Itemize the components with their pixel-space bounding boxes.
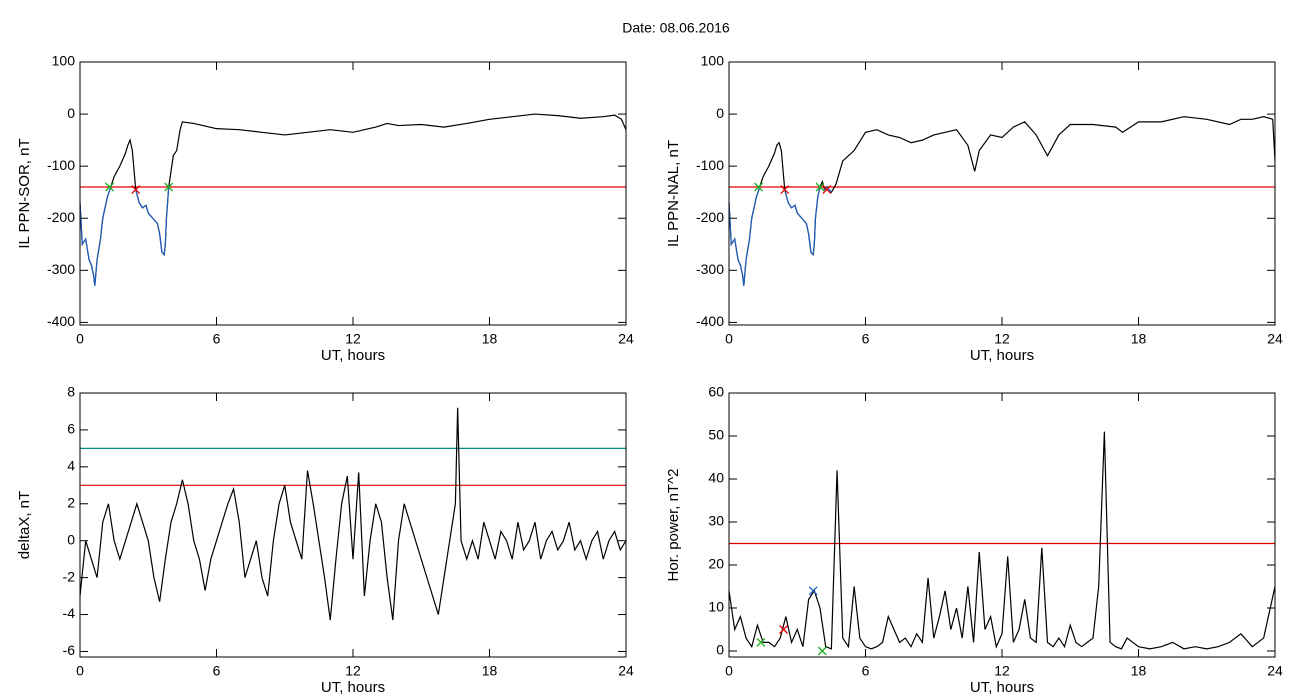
y-axis-label: deltaX, nT: [16, 491, 33, 559]
x-tick-label: 18: [482, 663, 498, 679]
plot-frame: [79, 61, 627, 326]
x-tick-label: 18: [482, 331, 498, 347]
y-axis-label: IL PPN-SOR, nT: [16, 138, 33, 248]
data-line: [728, 186, 832, 287]
x-axis-label: UT, hours: [970, 679, 1034, 696]
x-tick-label: 12: [994, 331, 1010, 347]
marker: [164, 182, 174, 192]
y-tick-label: -4: [63, 605, 76, 621]
data-line: [79, 186, 170, 287]
x-axis-label: UT, hours: [321, 679, 385, 696]
marker: [815, 182, 825, 192]
x-tick-label: 6: [213, 663, 221, 679]
y-tick-label: -400: [696, 313, 724, 329]
x-tick-label: 0: [725, 331, 733, 347]
data-line: [728, 431, 1276, 650]
y-tick-label: 6: [67, 421, 75, 437]
x-tick-label: 0: [725, 663, 733, 679]
y-axis-label: Hor. power, nT^2: [665, 469, 682, 582]
x-tick-label: 24: [1267, 663, 1283, 679]
y-tick-label: 4: [67, 458, 75, 474]
y-tick-label: 2: [67, 494, 75, 510]
x-axis-label: UT, hours: [321, 347, 385, 364]
data-line: [79, 113, 627, 287]
marker: [780, 185, 790, 195]
y-tick-label: 30: [708, 513, 724, 529]
marker: [756, 637, 766, 647]
x-tick-label: 6: [862, 331, 870, 347]
figure-title: Date: 08.06.2016: [622, 20, 730, 36]
y-tick-label: -300: [47, 261, 75, 277]
y-tick-label: 8: [67, 384, 75, 400]
data-line: [728, 116, 1276, 287]
marker: [779, 625, 789, 634]
x-tick-label: 24: [618, 663, 634, 679]
y-tick-label: 0: [716, 642, 724, 658]
x-tick-label: 12: [345, 331, 361, 347]
plot-frame: [728, 61, 1276, 326]
y-tick-label: -100: [47, 157, 75, 173]
y-tick-label: 10: [708, 599, 724, 615]
marker: [754, 182, 764, 192]
x-axis-label: UT, hours: [970, 347, 1034, 364]
y-tick-label: 0: [67, 531, 75, 547]
y-tick-label: 100: [701, 53, 725, 69]
y-axis-label: IL PPN-NAL, nT: [665, 140, 682, 247]
y-tick-label: 40: [708, 470, 724, 486]
x-tick-label: 0: [76, 663, 84, 679]
x-tick-label: 24: [618, 331, 634, 347]
marker: [822, 185, 832, 195]
y-tick-label: -200: [47, 209, 75, 225]
marker: [817, 646, 827, 656]
x-tick-label: 6: [213, 331, 221, 347]
data-line: [79, 407, 627, 621]
marker: [131, 185, 141, 195]
y-tick-label: -300: [696, 261, 724, 277]
x-tick-label: 0: [76, 331, 84, 347]
x-tick-label: 18: [1131, 331, 1147, 347]
x-tick-label: 12: [994, 663, 1010, 679]
marker: [808, 586, 818, 596]
y-tick-label: -200: [696, 209, 724, 225]
y-tick-label: -2: [63, 568, 76, 584]
y-tick-label: 0: [716, 105, 724, 121]
y-tick-label: -400: [47, 313, 75, 329]
x-tick-label: 12: [345, 663, 361, 679]
x-tick-label: 18: [1131, 663, 1147, 679]
plot-frame: [728, 392, 1276, 658]
plot-frame: [79, 392, 627, 658]
y-tick-label: 50: [708, 427, 724, 443]
y-tick-label: 100: [52, 53, 76, 69]
y-tick-label: 60: [708, 384, 724, 400]
marker: [105, 182, 115, 192]
x-tick-label: 24: [1267, 331, 1283, 347]
x-tick-label: 6: [862, 663, 870, 679]
y-tick-label: -100: [696, 157, 724, 173]
y-tick-label: 0: [67, 105, 75, 121]
y-tick-label: -6: [63, 642, 76, 658]
y-tick-label: 20: [708, 556, 724, 572]
